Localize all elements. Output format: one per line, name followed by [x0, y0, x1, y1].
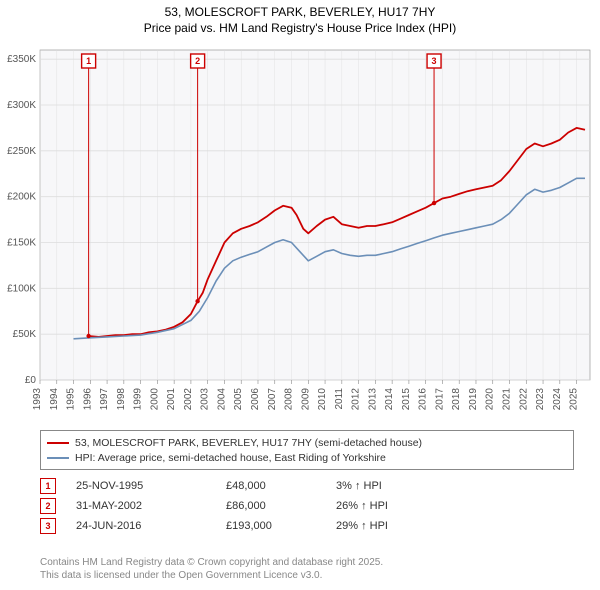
svg-text:2020: 2020 [485, 388, 496, 411]
svg-text:1995: 1995 [66, 388, 77, 411]
svg-text:£150K: £150K [7, 238, 36, 249]
svg-text:1997: 1997 [99, 388, 110, 411]
svg-text:2011: 2011 [334, 388, 345, 410]
svg-text:2010: 2010 [317, 388, 328, 411]
svg-text:2003: 2003 [200, 388, 211, 411]
price-chart: £0 £50K £100K £150K £200K £250K £300K £350K 1993… [0, 40, 600, 420]
svg-text:3: 3 [432, 56, 437, 66]
svg-text:1993: 1993 [32, 388, 43, 411]
marker-pct: 26% ↑ HPI [336, 500, 436, 512]
title-line1: 53, MOLESCROFT PARK, BEVERLEY, HU17 7HY [0, 4, 600, 20]
svg-text:2000: 2000 [149, 388, 160, 411]
svg-text:2002: 2002 [183, 388, 194, 411]
svg-text:2022: 2022 [518, 388, 529, 411]
legend-row-1: 53, MOLESCROFT PARK, BEVERLEY, HU17 7HY … [47, 435, 567, 450]
marker-date: 31-MAY-2002 [76, 500, 226, 512]
marker-pct: 29% ↑ HPI [336, 520, 436, 532]
marker-pct: 3% ↑ HPI [336, 480, 436, 492]
legend-label-2: HPI: Average price, semi-detached house,… [75, 452, 386, 464]
svg-text:2021: 2021 [502, 388, 513, 411]
marker-price: £193,000 [226, 520, 336, 532]
svg-text:2024: 2024 [552, 388, 563, 411]
marker-row: 1 25-NOV-1995£48,0003% ↑ HPI [40, 476, 436, 496]
svg-text:£300K: £300K [7, 100, 36, 111]
svg-text:2025: 2025 [569, 388, 580, 411]
svg-text:2014: 2014 [384, 388, 395, 411]
svg-text:2023: 2023 [535, 388, 546, 411]
svg-text:£350K: £350K [7, 54, 36, 65]
svg-text:2005: 2005 [233, 388, 244, 411]
svg-text:2016: 2016 [418, 388, 429, 411]
marker-badge: 2 [40, 498, 56, 514]
svg-text:2015: 2015 [401, 388, 412, 411]
svg-text:1999: 1999 [133, 388, 144, 411]
legend-swatch-2 [47, 457, 69, 459]
svg-text:2008: 2008 [284, 388, 295, 411]
svg-text:2018: 2018 [451, 388, 462, 411]
footer-line1: Contains HM Land Registry data © Crown c… [40, 556, 383, 569]
footer-line2: This data is licensed under the Open Gov… [40, 569, 383, 582]
svg-text:2001: 2001 [166, 388, 177, 411]
marker-row: 2 31-MAY-2002£86,00026% ↑ HPI [40, 496, 436, 516]
svg-text:1994: 1994 [49, 388, 60, 411]
marker-date: 25-NOV-1995 [76, 480, 226, 492]
svg-text:£50K: £50K [13, 329, 37, 340]
svg-text:1998: 1998 [116, 388, 127, 411]
footer-attribution: Contains HM Land Registry data © Crown c… [40, 556, 383, 582]
svg-text:£250K: £250K [7, 146, 36, 157]
legend-swatch-1 [47, 442, 69, 444]
title-line2: Price paid vs. HM Land Registry's House … [0, 20, 600, 36]
svg-text:2004: 2004 [216, 388, 227, 411]
marker-table: 1 25-NOV-1995£48,0003% ↑ HPI 2 31-MAY-2002£… [40, 476, 436, 536]
svg-text:2017: 2017 [434, 388, 445, 411]
svg-text:2013: 2013 [367, 388, 378, 411]
svg-text:2012: 2012 [351, 388, 362, 411]
legend: 53, MOLESCROFT PARK, BEVERLEY, HU17 7HY … [40, 430, 574, 470]
marker-row: 3 24-JUN-2016£193,00029% ↑ HPI [40, 516, 436, 536]
legend-row-2: HPI: Average price, semi-detached house,… [47, 450, 567, 465]
marker-price: £86,000 [226, 500, 336, 512]
svg-text:£100K: £100K [7, 283, 36, 294]
marker-badge: 1 [40, 478, 56, 494]
chart-title: 53, MOLESCROFT PARK, BEVERLEY, HU17 7HY … [0, 0, 600, 36]
svg-text:£200K: £200K [7, 192, 36, 203]
svg-text:1996: 1996 [82, 388, 93, 411]
marker-badge: 3 [40, 518, 56, 534]
svg-text:2006: 2006 [250, 388, 261, 411]
svg-text:2: 2 [195, 56, 200, 66]
svg-text:2007: 2007 [267, 388, 278, 411]
svg-text:2009: 2009 [300, 388, 311, 411]
marker-date: 24-JUN-2016 [76, 520, 226, 532]
svg-text:1: 1 [86, 56, 91, 66]
marker-price: £48,000 [226, 480, 336, 492]
legend-label-1: 53, MOLESCROFT PARK, BEVERLEY, HU17 7HY … [75, 437, 422, 449]
svg-text:2019: 2019 [468, 388, 479, 411]
svg-text:£0: £0 [25, 375, 37, 386]
